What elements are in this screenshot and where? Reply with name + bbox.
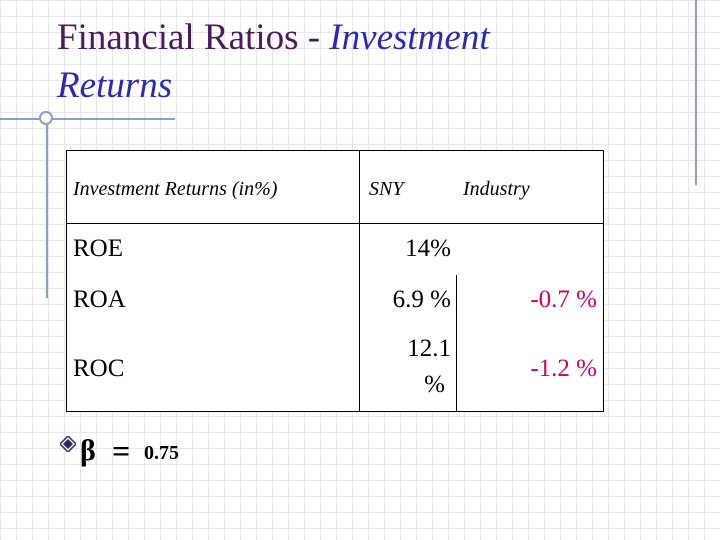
roe-sny: 14%: [405, 235, 451, 262]
row-label-roa: ROA: [73, 286, 126, 313]
roc-sny-line1: 12.1: [407, 335, 451, 362]
decor-right-vertical-line: [695, 0, 697, 185]
roc-sny-line2: %: [424, 371, 445, 398]
header-divider: [67, 223, 603, 224]
diamond-bullet-icon: [60, 436, 76, 452]
roc-industry: -1.2 %: [530, 355, 597, 382]
beta-value: 0.75: [144, 442, 179, 464]
row-label-roe: ROE: [73, 235, 123, 262]
title-plain: Financial Ratios -: [57, 17, 330, 58]
col-divider-1: [359, 151, 360, 411]
beta-symbol: β: [80, 434, 96, 467]
beta-equals: =: [112, 433, 131, 469]
decor-horizontal-line: [0, 118, 175, 120]
header-industry: Industry: [463, 178, 530, 200]
title-italic-2: Returns: [57, 65, 173, 106]
roa-sny: 6.9 %: [392, 286, 451, 313]
returns-table: Investment Returns (in%) SNY Industry RO…: [66, 150, 604, 412]
decor-vertical-line: [46, 118, 48, 298]
title-italic-1: Investment: [329, 17, 490, 58]
roa-industry: -0.7 %: [530, 286, 597, 313]
header-sny: SNY: [369, 178, 404, 200]
decor-circle: [39, 111, 53, 125]
col-divider-2: [456, 275, 457, 411]
slide-title: Financial Ratios - Investment Returns: [57, 14, 657, 110]
header-metric: Investment Returns (in%): [73, 178, 278, 200]
row-label-roc: ROC: [73, 355, 125, 382]
